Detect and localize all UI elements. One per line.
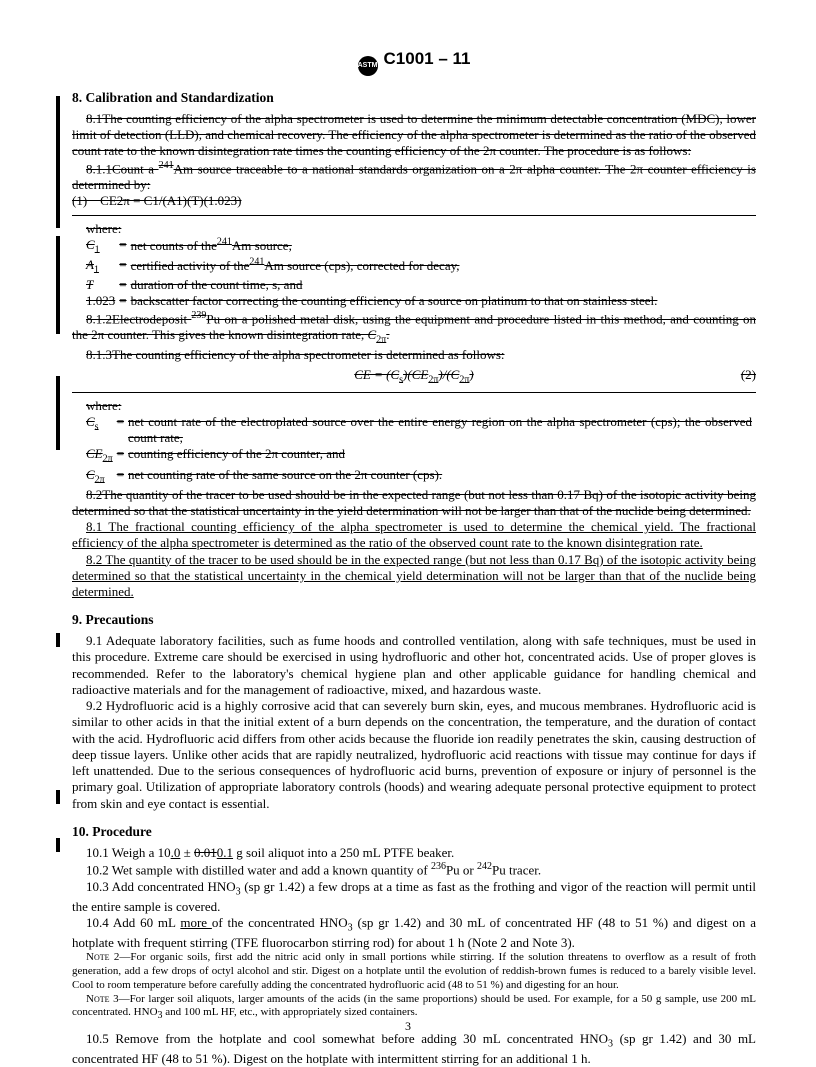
astm-logo: ASTM [358,56,378,76]
where-row: C1 = net counts of the241Am source, [86,237,661,257]
para-8-1-2: 8.1.2Electrodeposit 239Pu on a polished … [72,310,756,348]
para-8-1-new: 8.1 The fractional counting efficiency o… [72,519,756,552]
change-bar [56,96,60,228]
para-10-5: 10.5 Remove from the hotplate and cool s… [72,1031,756,1067]
para-10-2: 10.2 Wet sample with distilled water and… [72,861,756,879]
para-8-1: 8.1The counting efficiency of the alpha … [72,111,756,160]
where-row: A1 = certified activity of the241Am sour… [86,257,661,277]
para-8-2-new: 8.2 The quantity of the tracer to be use… [72,552,756,601]
where-label: where: [72,398,756,414]
para-8-1-3: 8.1.3The counting efficiency of the alph… [72,347,756,363]
where-row: T = duration of the count time, s, and [86,277,661,293]
designation: C1001 – 11 [384,49,471,68]
para-8-2-old: 8.2The quantity of the tracer to be used… [72,487,756,520]
equation-number: (2) [741,367,756,383]
para-10-3: 10.3 Add concentrated HNO3 (sp gr 1.42) … [72,879,756,915]
change-bar [56,838,60,852]
where-table-2: Cs = net count rate of the electroplated… [86,414,756,487]
section-9-title: 9. Precautions [72,612,756,629]
change-bar [56,376,60,450]
page-header: ASTM C1001 – 11 [72,48,756,76]
para-9-1: 9.1 Adequate laboratory facilities, such… [72,633,756,698]
para-10-1: 10.1 Weigh a 10.0 ± 0.010.1 g soil aliqu… [72,845,756,861]
rule [72,392,756,393]
change-bar [56,633,60,647]
equation-2: CE = (Cs)(CE2π)/(C2π) (2) [72,367,756,387]
where-row: 1.023 = backscatter factor correcting th… [86,293,661,309]
equation-1: (1) CE2π = C1/(A1)(T)(1.023) [72,193,756,209]
section-8-title: 8. Calibration and Standardization [72,90,756,107]
change-bar [56,236,60,334]
para-10-4: 10.4 Add 60 mL more of the concentrated … [72,915,756,951]
where-row: CE2π = counting efficiency of the 2π cou… [86,446,756,466]
para-8-1-1: 8.1.1Count a 241Am source traceable to a… [72,160,756,194]
note-2: Note 2—For organic soils, first add the … [72,951,756,992]
rule [72,215,756,216]
where-label: where: [72,221,756,237]
where-row: Cs = net count rate of the electroplated… [86,414,756,447]
page-number: 3 [0,1019,816,1034]
change-bar [56,790,60,804]
where-row: C2π = net counting rate of the same sour… [86,467,756,487]
where-table-1: C1 = net counts of the241Am source, A1 =… [86,237,661,310]
section-10-title: 10. Procedure [72,824,756,841]
para-9-2: 9.2 Hydrofluoric acid is a highly corros… [72,698,756,812]
